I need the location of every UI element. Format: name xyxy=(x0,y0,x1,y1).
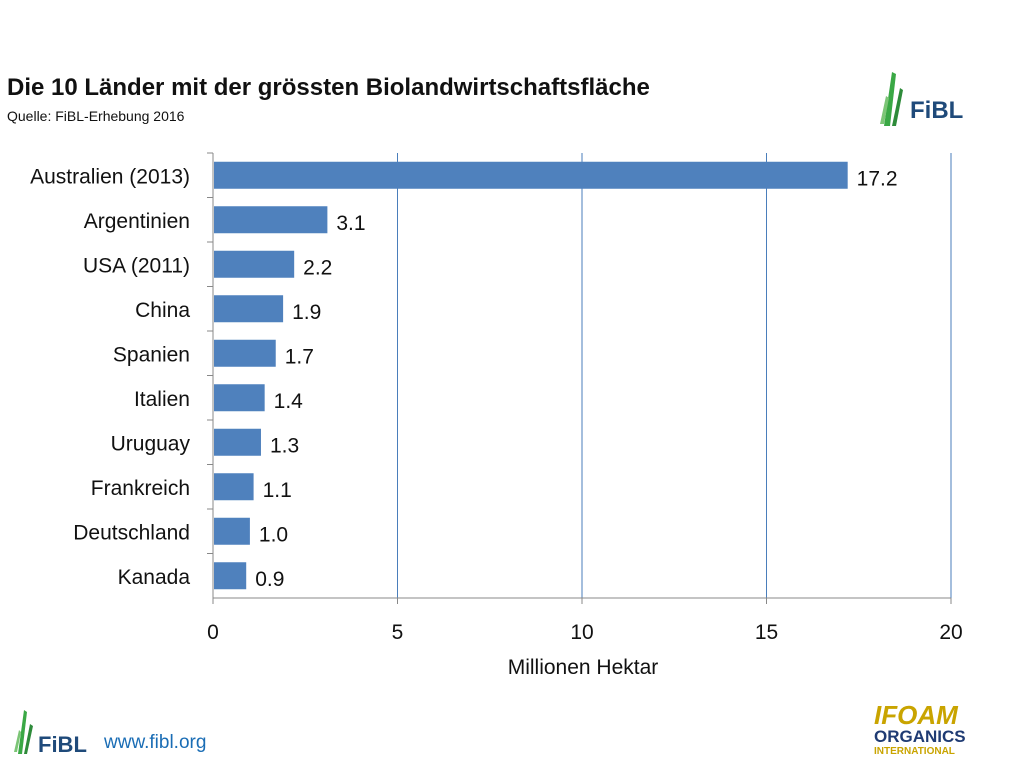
category-label: Australien (2013) xyxy=(30,165,190,188)
data-label: 1.9 xyxy=(292,301,321,324)
svg-text:ORGANICS: ORGANICS xyxy=(874,727,966,746)
chart-source: Quelle: FiBL-Erhebung 2016 xyxy=(7,108,185,124)
bar xyxy=(214,339,276,367)
svg-text:FiBL: FiBL xyxy=(910,97,963,124)
svg-text:INTERNATIONAL: INTERNATIONAL xyxy=(874,746,955,756)
data-label: 17.2 xyxy=(857,167,898,190)
data-label: 1.3 xyxy=(270,434,299,457)
x-axis-label: Millionen Hektar xyxy=(508,656,659,679)
x-tick-label: 15 xyxy=(755,621,778,644)
bar xyxy=(214,384,265,412)
bar xyxy=(214,206,328,234)
x-tick-label: 5 xyxy=(392,621,404,644)
ifoam-logo: IFOAM ORGANICS INTERNATIONAL xyxy=(872,700,966,757)
data-label: 1.4 xyxy=(274,390,304,413)
tick-labels: 0 5 10 15 20 xyxy=(207,621,963,644)
bar xyxy=(214,428,261,456)
fibl-footer-logo: FiBL xyxy=(12,706,96,758)
gridlines xyxy=(397,153,952,598)
category-label: China xyxy=(135,299,190,322)
category-label: Deutschland xyxy=(73,521,190,544)
bar xyxy=(214,562,247,590)
data-label: 2.2 xyxy=(303,256,332,279)
bars xyxy=(214,161,848,590)
category-label: USA (2011) xyxy=(83,254,190,277)
svg-text:IFOAM: IFOAM xyxy=(874,700,959,730)
category-label: Italien xyxy=(134,388,190,411)
x-tick-label: 0 xyxy=(207,621,219,644)
bar xyxy=(214,295,284,323)
footer-link[interactable]: www.fibl.org xyxy=(104,732,207,753)
value-labels: 17.2 3.12.2 1.9 1.7 1.4 1.3 1.1 1.0 0.9 xyxy=(255,167,897,591)
bar xyxy=(214,473,254,501)
chart-title: Die 10 Länder mit der grössten Biolandwi… xyxy=(7,74,650,101)
axes xyxy=(207,152,952,604)
category-label: Uruguay xyxy=(111,432,191,455)
bar xyxy=(214,250,295,278)
bar xyxy=(214,161,848,189)
bar-chart: Australien (2013) Argentinien USA (2011) Ch… xyxy=(30,152,963,679)
data-label: 0.9 xyxy=(255,568,284,591)
svg-text:FiBL: FiBL xyxy=(38,732,87,757)
x-tick-label: 10 xyxy=(570,621,593,644)
category-label: Kanada xyxy=(118,566,191,589)
bar xyxy=(214,517,250,545)
category-labels: Australien (2013) Argentinien USA (2011) Ch… xyxy=(30,165,190,589)
data-label: 3.1 xyxy=(336,212,365,235)
category-label: Frankreich xyxy=(91,477,190,500)
data-label: 1.7 xyxy=(285,345,314,368)
data-label: 1.0 xyxy=(259,523,288,546)
category-label: Argentinien xyxy=(84,210,190,233)
fibl-logo: FiBL xyxy=(876,66,976,130)
data-label: 1.1 xyxy=(263,479,292,502)
category-label: Spanien xyxy=(113,343,190,366)
x-tick-label: 20 xyxy=(939,621,962,644)
